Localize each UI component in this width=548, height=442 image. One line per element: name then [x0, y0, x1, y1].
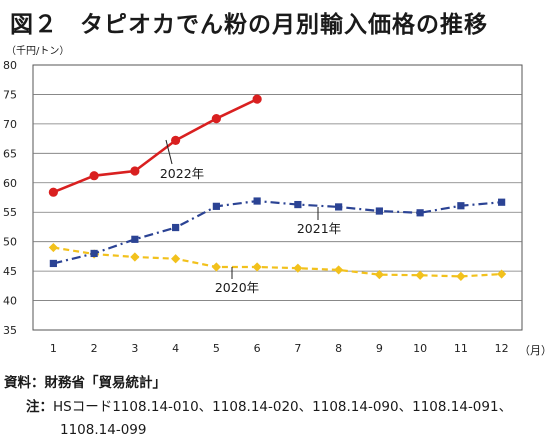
series-2020-point-3 [130, 252, 140, 262]
series-2022-line [52, 97, 258, 194]
y-tick-label-65: 65 [3, 147, 17, 160]
series-2020-label: 2020年 [215, 280, 259, 295]
y-tick-label-45: 45 [3, 265, 17, 278]
title-text: タピオカでん粉の月別輸入価格の推移 [80, 12, 488, 38]
series-2021-point-10 [416, 209, 424, 217]
series-2021-point-2 [90, 249, 98, 258]
series-2020-point-4 [171, 254, 181, 264]
series-2021-point-11 [457, 202, 465, 210]
series-2020-point-12 [497, 269, 507, 279]
x-axis-unit: （月） [519, 344, 548, 357]
series-2021-line [53, 199, 502, 265]
series-2021-point-6 [253, 197, 261, 205]
series-2021-point-12 [498, 198, 506, 206]
footnote: 注：HSコード1108.14-010、1108.14-020、1108.14-0… [26, 396, 546, 442]
source-note: 資料：財務省「貿易統計」 [4, 375, 166, 391]
x-tick-label-3: 3 [131, 342, 138, 355]
y-tick-label-70: 70 [3, 118, 17, 131]
series-2022-point-4 [171, 135, 181, 145]
y-tick-labels: 35 40 45 50 55 60 65 70 75 80 [3, 59, 17, 337]
x-tick-label-11: 11 [454, 342, 468, 355]
y-tick-label-55: 55 [3, 206, 17, 219]
x-tick-label-10: 10 [413, 342, 427, 355]
x-tick-label-9: 9 [376, 342, 383, 355]
x-tick-label-4: 4 [172, 342, 179, 355]
series-2020-point-8 [334, 265, 344, 275]
figure-number: 図２ [10, 12, 58, 38]
series-2022-leader-line [165, 139, 173, 165]
series-annotations: 2022年 2021年 2020年 [160, 139, 341, 295]
series-2021-point-3 [131, 235, 139, 243]
chart-title: 図２ タピオカでん粉の月別輸入価格の推移 [10, 5, 488, 39]
x-tick-label-1: 1 [50, 342, 57, 355]
x-tick-labels: 1 2 3 4 5 6 7 8 9 10 11 12 [50, 342, 509, 355]
y-tick-label-40: 40 [3, 295, 17, 308]
footnote-line-1: HSコード1108.14-010、1108.14-020、1108.14-090… [53, 399, 513, 415]
series-2021-point-8 [335, 203, 343, 211]
series-2020-point-9 [374, 270, 384, 280]
series-2022-point-6 [252, 94, 262, 104]
plot-frame [32, 64, 523, 331]
y-tick-label-60: 60 [3, 177, 17, 190]
series-2022-point-5 [211, 113, 221, 124]
series-2020-point-7 [293, 263, 303, 273]
series-2021-point-7 [294, 200, 302, 209]
x-tick-label-6: 6 [254, 342, 261, 355]
series-2020-point-1 [48, 242, 58, 253]
x-tick-label-5: 5 [213, 342, 220, 355]
gridlines [32, 64, 523, 331]
series-2021-point-4 [172, 223, 180, 232]
y-tick-label-75: 75 [3, 88, 17, 101]
series-2022-point-3 [130, 166, 140, 176]
series-2021-point-9 [375, 207, 383, 215]
x-tick-label-12: 12 [495, 342, 509, 355]
series-2022-point-1 [48, 187, 58, 197]
x-tick-label-7: 7 [294, 342, 301, 355]
series-2020-point-10 [415, 270, 425, 280]
series-2021-label: 2021年 [297, 221, 341, 236]
y-tick-label-80: 80 [3, 59, 17, 72]
series-2022-label: 2022年 [160, 166, 204, 181]
x-tick-label-8: 8 [335, 342, 342, 355]
footnote-line-2: 1108.14-099 [60, 422, 147, 438]
y-tick-label-35: 35 [3, 324, 17, 337]
series-2022-point-2 [89, 171, 99, 181]
footnote-label: 注： [26, 399, 53, 415]
series-2020-point-6 [252, 262, 262, 272]
series-2021-point-1 [49, 259, 57, 268]
series-2020-point-5 [211, 262, 221, 272]
series-2020-point-11 [456, 271, 466, 282]
y-tick-label-50: 50 [3, 236, 17, 249]
x-tick-label-2: 2 [91, 342, 98, 355]
y-axis-unit: （千円/トン） [6, 46, 70, 57]
series-2020-line [53, 246, 502, 278]
series-layer [48, 94, 507, 282]
series-2021-point-5 [212, 202, 220, 210]
